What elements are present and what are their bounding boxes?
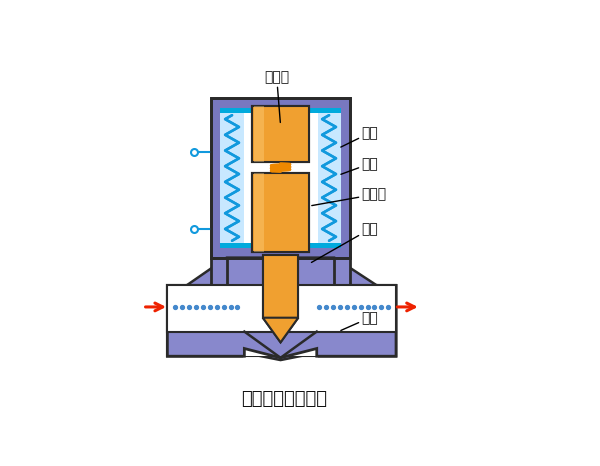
Bar — [254, 173, 263, 252]
Text: 动铁心: 动铁心 — [312, 187, 386, 206]
Bar — [220, 108, 341, 248]
Bar — [211, 98, 350, 258]
Polygon shape — [167, 285, 396, 358]
Polygon shape — [167, 285, 248, 332]
Bar — [167, 285, 187, 356]
Bar — [252, 106, 309, 162]
Bar — [167, 285, 396, 356]
Bar — [220, 108, 244, 248]
Bar — [377, 285, 396, 356]
Text: 弹簧: 弹簧 — [341, 126, 378, 147]
Bar — [317, 108, 341, 248]
Bar — [254, 173, 263, 252]
Bar — [167, 285, 396, 356]
Polygon shape — [313, 285, 396, 332]
Polygon shape — [263, 318, 298, 343]
Bar — [263, 254, 298, 318]
Polygon shape — [263, 318, 298, 343]
Text: 定铁心: 定铁心 — [264, 70, 289, 123]
Bar — [187, 285, 227, 329]
Text: 直接控制式电磁阀: 直接控制式电磁阀 — [241, 390, 328, 408]
Bar — [252, 173, 309, 252]
Bar — [211, 98, 350, 258]
Polygon shape — [167, 258, 396, 360]
Bar — [227, 258, 334, 285]
Bar — [167, 285, 396, 332]
Bar — [252, 106, 309, 162]
Text: 阀芯: 阀芯 — [311, 222, 378, 262]
Polygon shape — [167, 285, 244, 332]
Polygon shape — [317, 285, 396, 332]
Text: 阀座: 阀座 — [341, 311, 378, 330]
Bar — [220, 243, 341, 248]
Bar — [227, 258, 334, 285]
Bar — [211, 258, 350, 293]
Bar — [252, 173, 309, 252]
Bar — [263, 254, 298, 318]
Bar — [220, 108, 341, 113]
Bar — [265, 254, 272, 318]
Bar — [167, 285, 396, 332]
Bar — [334, 285, 377, 329]
Bar — [254, 106, 263, 162]
Bar — [254, 106, 263, 162]
Text: 线圈: 线圈 — [341, 157, 378, 174]
